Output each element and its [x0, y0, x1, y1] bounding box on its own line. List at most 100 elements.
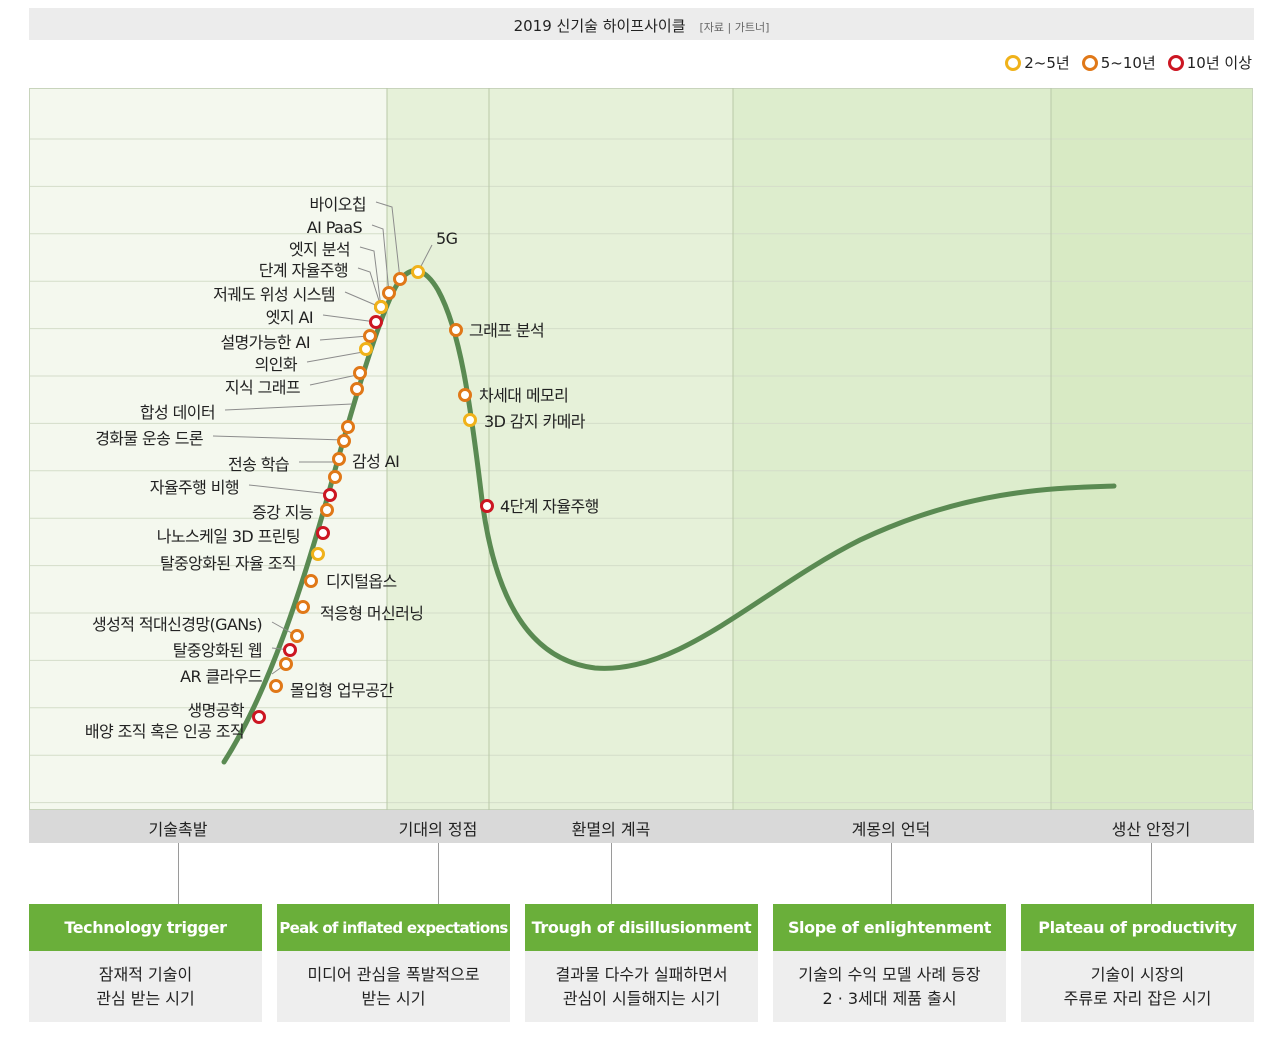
tech-label: 증강 지능 [252, 503, 313, 522]
desc-line: 결과물 다수가 실패하면서 [555, 964, 728, 984]
tech-label: 5G [436, 229, 458, 248]
connector-line [438, 843, 439, 904]
tech-label: 엣지 분석 [289, 240, 350, 259]
chart-title: 2019 신기술 하이프사이클 [자료 | 가트너] [29, 15, 1254, 36]
tech-marker [332, 452, 346, 466]
tech-marker [374, 300, 388, 314]
phase-card-title: Slope of enlightenment [773, 904, 1006, 951]
label-leader-lines [212, 201, 433, 675]
phase-card-peak: Peak of inflated expectations 미디어 관심을 폭발… [277, 904, 510, 1022]
title-bar: 2019 신기술 하이프사이클 [자료 | 가트너] [29, 8, 1254, 40]
tech-marker [341, 420, 355, 434]
tech-label: 3D 감지 카메라 [484, 412, 586, 431]
legend-label: 10년 이상 [1186, 54, 1252, 72]
tech-label: 탈중앙화된 자율 조직 [160, 554, 296, 573]
tech-marker [311, 547, 325, 561]
hype-curve [221, 268, 1117, 765]
tech-label: 생성적 적대신경망(GANs) [92, 615, 262, 634]
tech-marker [411, 265, 425, 279]
tech-label: 바이오칩 [310, 195, 366, 214]
phase-card-trigger: Technology trigger 잠재적 기술이 관심 받는 시기 [29, 904, 262, 1022]
phase-name-trigger: 기술촉발 [148, 820, 208, 839]
tech-label: 전송 학습 [228, 455, 289, 474]
connector-line [178, 843, 179, 904]
tech-label: AR 클라우드 [180, 667, 262, 686]
tech-label: 4단계 자율주행 [500, 497, 599, 516]
tech-label: 탈중앙화된 웹 [173, 641, 262, 660]
connector-line [891, 843, 892, 904]
tech-label: 나노스케일 3D 프린팅 [157, 527, 300, 546]
desc-line: 미디어 관심을 폭발적으로 [307, 964, 480, 984]
phase-card-desc: 기술의 수익 모델 사례 등장 2 · 3세대 제품 출시 [773, 951, 1006, 1022]
phase-name-slope: 계몽의 언덕 [851, 820, 931, 839]
tech-label: 자율주행 비행 [150, 478, 239, 497]
desc-line: 주류로 자리 잡은 시기 [1063, 988, 1212, 1008]
tech-marker [350, 382, 364, 396]
tech-label: 차세대 메모리 [479, 386, 568, 405]
tech-label: 지식 그래프 [225, 378, 300, 397]
tech-label: 몰입형 업무공간 [290, 681, 394, 700]
connector-line [1151, 843, 1152, 904]
desc-line: 기술이 시장의 [1090, 964, 1185, 984]
leader-line [322, 314, 377, 323]
panel-peak-trough [387, 88, 733, 810]
tech-marker [363, 329, 377, 343]
tech-marker [458, 388, 472, 402]
tech-label: 단계 자율주행 [259, 261, 348, 280]
leader-line [344, 291, 381, 308]
phase-name-plateau: 생산 안정기 [1111, 820, 1191, 839]
tech-marker [353, 366, 367, 380]
desc-line: 관심 받는 시기 [96, 988, 195, 1008]
phase-card-plateau: Plateau of productivity 기술이 시장의 주류로 자리 잡… [1021, 904, 1254, 1022]
tech-label: 디지털옵스 [326, 572, 397, 591]
legend-label: 2~5년 [1024, 54, 1070, 72]
legend-item-10y-plus: 10년 이상 [1167, 52, 1252, 73]
chart-frame [29, 88, 1253, 810]
phase-card-desc: 잠재적 기술이 관심 받는 시기 [29, 951, 262, 1022]
phase-name-trough: 환멸의 계곡 [571, 820, 651, 839]
leader-line [306, 351, 364, 363]
tech-marker [328, 470, 342, 484]
tech-marker [269, 679, 283, 693]
legend-item-2-5y: 2~5년 [1005, 52, 1070, 73]
phase-name-peak: 기대의 정점 [398, 820, 478, 839]
tech-label: 감성 AI [352, 452, 399, 471]
tech-marker [369, 315, 383, 329]
leader-line [248, 484, 331, 495]
tech-marker [463, 413, 477, 427]
phase-card-desc: 결과물 다수가 실패하면서 관심이 시들해지는 시기 [525, 951, 758, 1022]
tech-label: 생명공학 [188, 701, 245, 720]
tech-marker [304, 574, 318, 588]
phase-card-title: Peak of inflated expectations [277, 904, 510, 951]
tech-marker [290, 629, 304, 643]
phase-card-title: Trough of disillusionment [525, 904, 758, 951]
leader-line [224, 403, 353, 411]
phase-card-slope: Slope of enlightenment 기술의 수익 모델 사례 등장 2… [773, 904, 1006, 1022]
leader-line [371, 224, 390, 294]
tech-label: 배양 조직 혹은 인공 조직 [85, 722, 244, 741]
panel-plateau [1051, 88, 1253, 810]
leader-line [357, 267, 382, 308]
leader-line [375, 201, 401, 280]
legend-item-5-10y: 5~10년 [1081, 52, 1156, 73]
desc-line: 관심이 시들해지는 시기 [562, 988, 721, 1008]
tech-marker [359, 342, 373, 356]
legend-label: 5~10년 [1100, 54, 1156, 72]
phase-card-title: Technology trigger [29, 904, 262, 951]
tech-marker [316, 526, 330, 540]
desc-line: 잠재적 기술이 [98, 964, 193, 984]
tech-label: 저궤도 위성 시스템 [213, 285, 335, 304]
legend-marker-orange [1081, 54, 1098, 71]
tech-marker [393, 272, 407, 286]
phase-dividers [386, 88, 1052, 810]
tech-marker [337, 434, 351, 448]
phase-card-title: Plateau of productivity [1021, 904, 1254, 951]
phase-card-trough: Trough of disillusionment 결과물 다수가 실패하면서 … [525, 904, 758, 1022]
connector-line [611, 843, 612, 904]
panel-trigger [29, 88, 387, 810]
legend: 2~5년 5~10년 10년 이상 [1005, 52, 1252, 73]
tech-label: 설명가능한 AI [220, 333, 310, 352]
tech-marker [279, 657, 293, 671]
